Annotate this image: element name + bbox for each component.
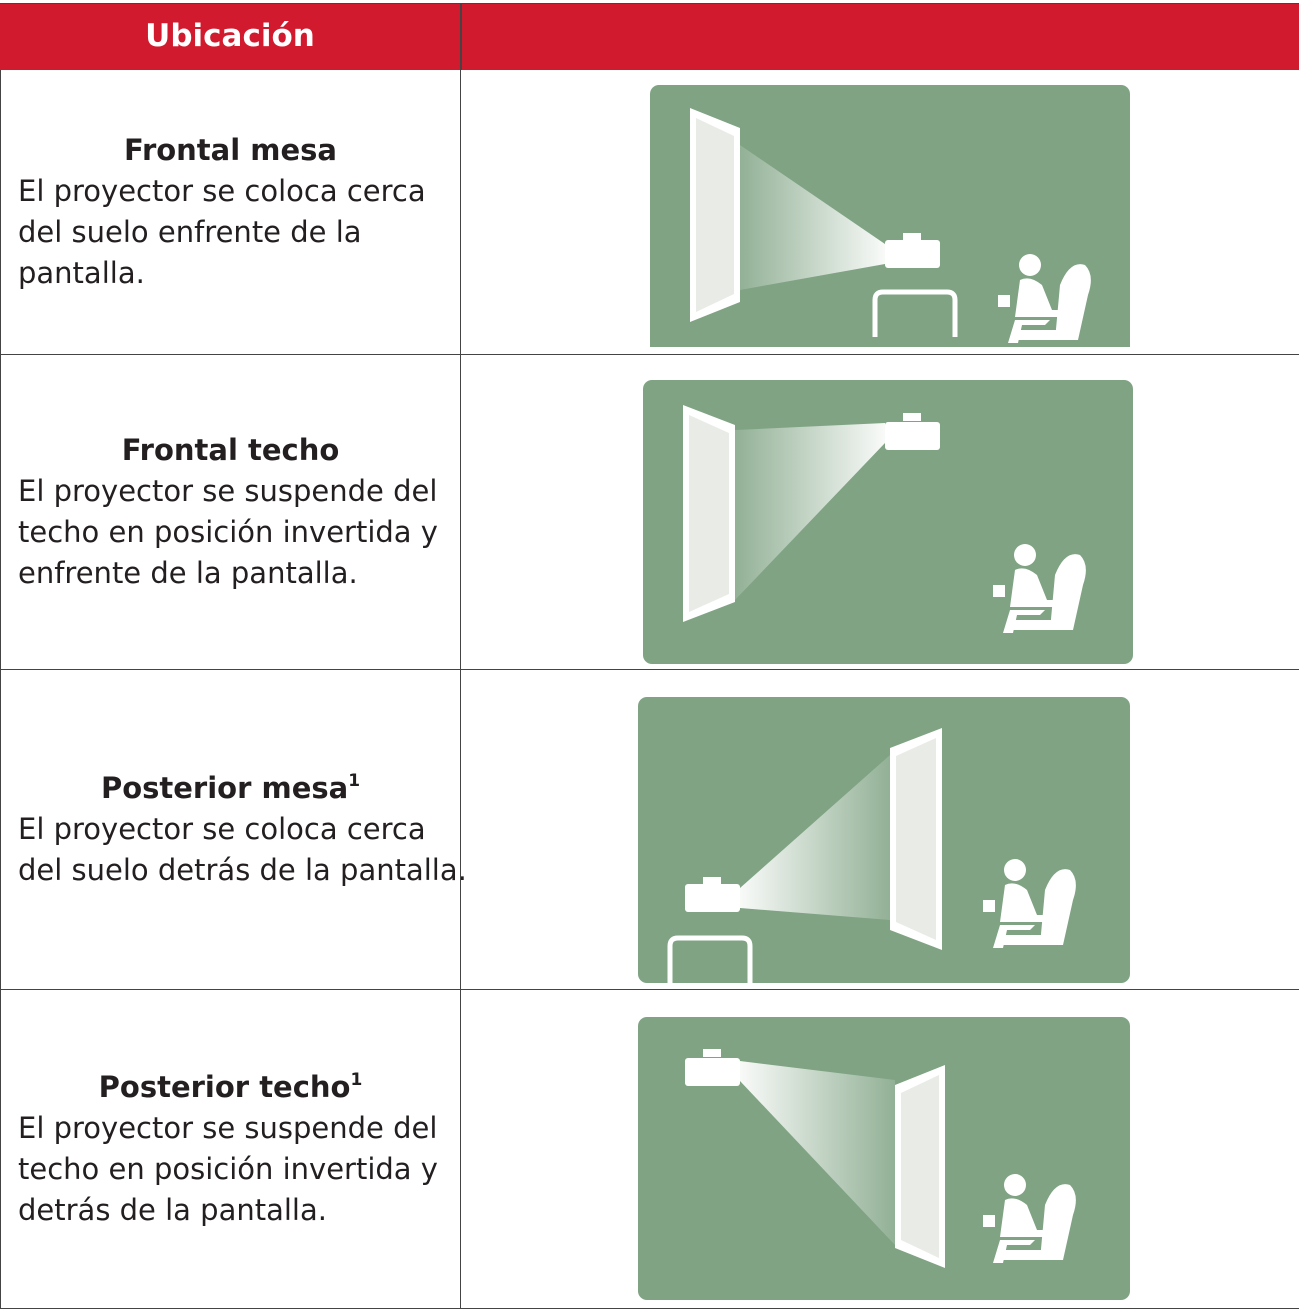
- description-line: El proyector se coloca cerca: [18, 174, 426, 208]
- header-title: Ubicación: [145, 18, 315, 54]
- image-cell: [460, 70, 1299, 355]
- image-cell: [460, 355, 1299, 670]
- location-cell: Posterior techo1 El proyector se suspende…: [0, 990, 460, 1309]
- footnote-mark: 1: [350, 1070, 363, 1090]
- description-line: El proyector se suspende del: [18, 474, 438, 508]
- light-beam: [735, 423, 885, 600]
- person-body: [1003, 568, 1055, 633]
- armchair: [1000, 869, 1076, 945]
- light-beam: [740, 755, 890, 920]
- description-line: El proyector se suspende del: [18, 1111, 438, 1145]
- title-text: Posterior techo: [98, 1070, 351, 1104]
- title-text: Posterior mesa: [100, 771, 349, 805]
- screen-surface: [901, 1075, 939, 1258]
- cup: [998, 295, 1010, 307]
- person-body: [993, 883, 1045, 948]
- cup: [983, 1215, 995, 1227]
- footnote-mark: 1: [348, 771, 361, 791]
- image-cell: [460, 670, 1299, 990]
- armchair: [1010, 554, 1086, 630]
- cup: [983, 900, 995, 912]
- location-title: Posterior techo1: [18, 1067, 460, 1108]
- armchair: [1000, 1184, 1076, 1260]
- location-cell: Frontal techo El proyector se suspende de…: [0, 355, 460, 670]
- projector-foot: [703, 1049, 721, 1057]
- person-head: [1014, 544, 1036, 566]
- description-line: techo en posición invertida y: [18, 515, 438, 549]
- description-line: del suelo detrás de la pantalla.: [18, 853, 467, 887]
- location-cell: Frontal mesa El proyector se coloca cerca…: [0, 70, 460, 355]
- location-title: Posterior mesa1: [18, 768, 460, 809]
- person-head: [1004, 859, 1026, 881]
- description-line: pantalla.: [18, 256, 145, 290]
- description-line: detrás de la pantalla.: [18, 1193, 327, 1227]
- description-line: El proyector se coloca cerca: [18, 812, 426, 846]
- title-text: Frontal mesa: [123, 133, 337, 167]
- armchair: [1015, 264, 1091, 340]
- projector-foot: [903, 233, 921, 241]
- table: [872, 289, 958, 337]
- location-title: Frontal mesa: [18, 130, 460, 171]
- screen-surface: [689, 415, 729, 612]
- projector-foot: [703, 877, 721, 885]
- description-line: techo en posición invertida y: [18, 1152, 438, 1186]
- title-text: Frontal techo: [121, 433, 340, 467]
- location-cell: Posterior mesa1 El proyector se coloca ce…: [0, 670, 467, 990]
- description-line: enfrente de la pantalla.: [18, 556, 358, 590]
- light-beam: [740, 145, 885, 290]
- header-bar: [0, 3, 1299, 70]
- projector-foot: [903, 413, 921, 421]
- person-head: [1004, 1174, 1026, 1196]
- person-head: [1019, 254, 1041, 276]
- location-title: Frontal techo: [18, 430, 460, 471]
- projector: [885, 240, 940, 268]
- description-line: del suelo enfrente de la: [18, 215, 362, 249]
- person-body: [1008, 278, 1060, 343]
- person-body: [993, 1198, 1045, 1263]
- screen-surface: [896, 738, 936, 940]
- table: [667, 935, 753, 983]
- header-divider: [460, 3, 462, 70]
- projector: [685, 884, 740, 912]
- projector: [685, 1058, 740, 1086]
- cup: [993, 585, 1005, 597]
- screen-surface: [696, 118, 734, 312]
- projector: [885, 422, 940, 450]
- light-beam: [740, 1061, 895, 1245]
